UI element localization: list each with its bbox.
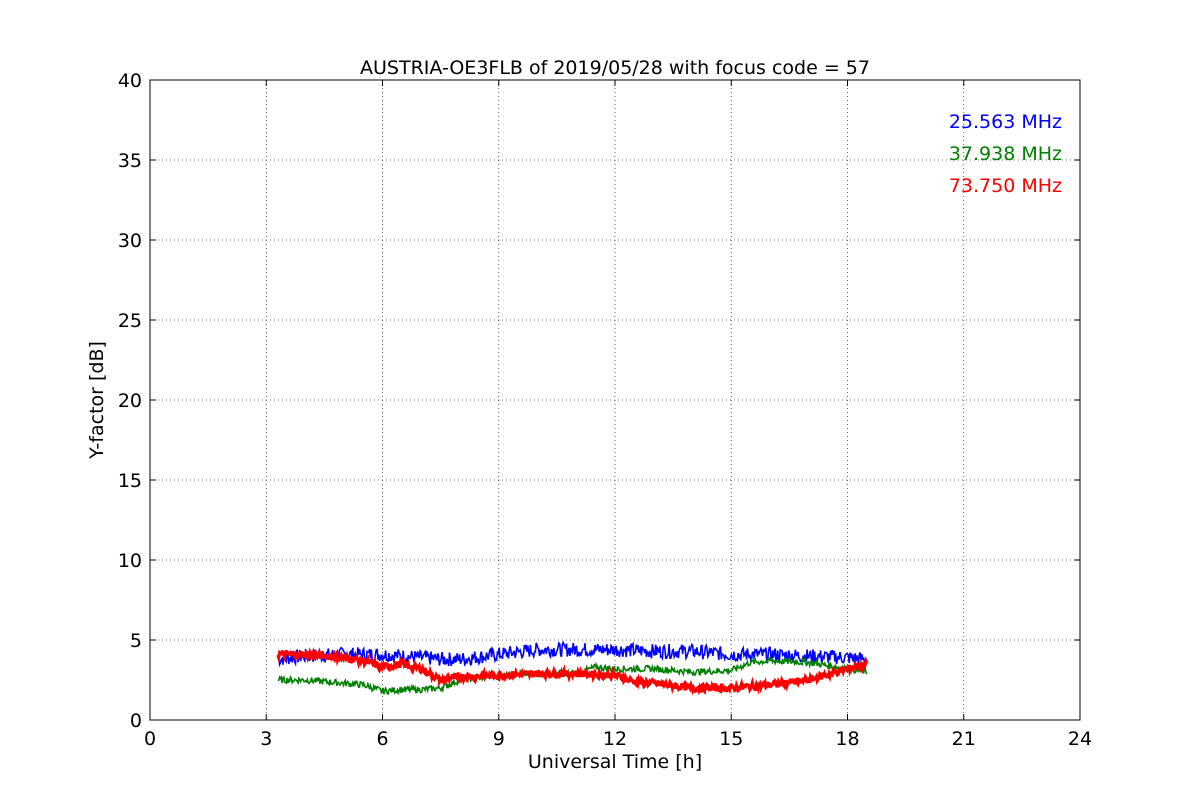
y-tick-label: 35 bbox=[118, 150, 142, 172]
x-tick-label: 12 bbox=[603, 728, 627, 750]
legend-entry: 73.750 MHz bbox=[949, 175, 1062, 197]
legend-entry: 25.563 MHz bbox=[949, 111, 1062, 133]
x-tick-label: 9 bbox=[493, 728, 505, 750]
x-tick-label: 18 bbox=[835, 728, 859, 750]
x-axis-label: Universal Time [h] bbox=[528, 751, 702, 773]
series-line bbox=[277, 655, 868, 696]
x-tick-label: 0 bbox=[144, 728, 156, 750]
y-tick-label: 5 bbox=[130, 630, 142, 652]
y-tick-label: 10 bbox=[118, 550, 142, 572]
series-line bbox=[276, 647, 869, 696]
chart-title: AUSTRIA-OE3FLB of 2019/05/28 with focus … bbox=[360, 57, 870, 79]
axis-ticks: 0 3 6 9 12 15 18 21 24 0 5 10 15 20 25 30 35 40 bbox=[118, 70, 1092, 750]
x-tick-label: 3 bbox=[260, 728, 272, 750]
legend: 25.563 MHz 37.938 MHz 73.750 MHz bbox=[949, 111, 1062, 197]
x-tick-label: 21 bbox=[952, 728, 976, 750]
y-tick-label: 0 bbox=[130, 710, 142, 732]
x-tick-label: 6 bbox=[376, 728, 388, 750]
series-0 bbox=[277, 640, 868, 668]
y-tick-label: 30 bbox=[118, 230, 142, 252]
series-group bbox=[276, 640, 869, 696]
y-tick-label: 25 bbox=[118, 310, 142, 332]
y-axis-label: Y-factor [dB] bbox=[86, 341, 108, 460]
series-line bbox=[277, 640, 868, 668]
x-tick-label: 24 bbox=[1068, 728, 1092, 750]
y-tick-label: 40 bbox=[118, 70, 142, 92]
y-tick-label: 20 bbox=[118, 390, 142, 412]
grid-lines bbox=[150, 80, 1080, 720]
x-tick-label: 15 bbox=[719, 728, 743, 750]
legend-entry: 37.938 MHz bbox=[949, 143, 1062, 165]
y-tick-label: 15 bbox=[118, 470, 142, 492]
series-2 bbox=[276, 647, 869, 696]
